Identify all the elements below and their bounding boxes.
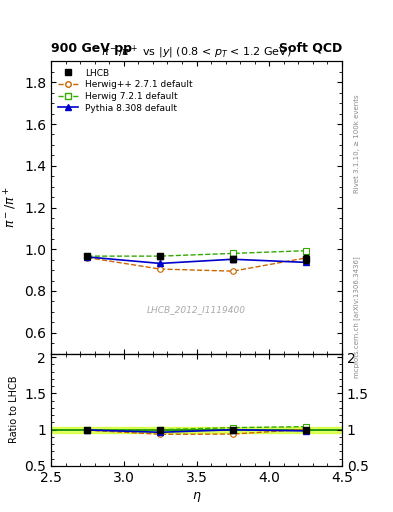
Text: Soft QCD: Soft QCD	[279, 42, 342, 55]
Legend: LHCB, Herwig++ 2.7.1 default, Herwig 7.2.1 default, Pythia 8.308 default: LHCB, Herwig++ 2.7.1 default, Herwig 7.2…	[55, 66, 196, 116]
Text: Rivet 3.1.10, ≥ 100k events: Rivet 3.1.10, ≥ 100k events	[354, 94, 360, 193]
Y-axis label: $\pi^-/\pi^+$: $\pi^-/\pi^+$	[2, 187, 18, 228]
Bar	[51, 427, 342, 433]
Title: $\pi^-/\pi^+$ vs $|y|$ (0.8 < $p_T$ < 1.2 GeV): $\pi^-/\pi^+$ vs $|y|$ (0.8 < $p_T$ < 1.…	[101, 44, 292, 61]
Text: 900 GeV pp: 900 GeV pp	[51, 42, 132, 55]
Text: LHCB_2012_I1119400: LHCB_2012_I1119400	[147, 305, 246, 314]
X-axis label: $\eta$: $\eta$	[192, 490, 201, 504]
Y-axis label: Ratio to LHCB: Ratio to LHCB	[9, 376, 19, 443]
Text: mcplots.cern.ch [arXiv:1306.3436]: mcplots.cern.ch [arXiv:1306.3436]	[354, 257, 360, 378]
